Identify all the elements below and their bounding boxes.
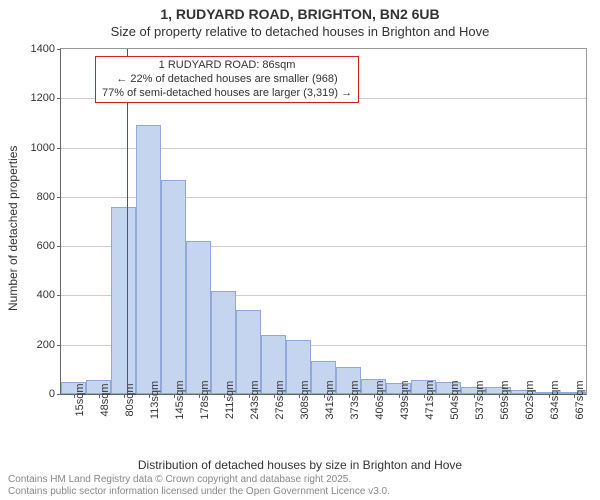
y-tick-mark xyxy=(57,295,61,296)
x-tick-label: 634sqm xyxy=(549,380,561,419)
info-box-line: ← 22% of detached houses are smaller (96… xyxy=(102,73,352,87)
y-tick-mark xyxy=(57,345,61,346)
y-tick-label: 0 xyxy=(49,388,55,400)
chart-title: 1, RUDYARD ROAD, BRIGHTON, BN2 6UB xyxy=(0,6,600,22)
x-tick-label: 178sqm xyxy=(199,380,211,419)
y-tick-label: 1200 xyxy=(31,92,55,104)
y-tick-label: 600 xyxy=(37,240,55,252)
bar xyxy=(111,207,136,394)
y-tick-mark xyxy=(57,98,61,99)
footer-line: Contains public sector information licen… xyxy=(8,486,390,498)
x-tick-label: 439sqm xyxy=(399,380,411,419)
info-box-line: 77% of semi-detached houses are larger (… xyxy=(102,87,352,101)
x-tick-label: 145sqm xyxy=(174,380,186,419)
y-tick-label: 400 xyxy=(37,289,55,301)
x-tick-label: 48sqm xyxy=(99,383,111,416)
bar xyxy=(136,125,161,394)
x-tick-label: 667sqm xyxy=(574,380,586,419)
bar xyxy=(161,180,186,394)
info-box-line: 1 RUDYARD ROAD: 86sqm xyxy=(102,59,352,73)
x-tick-label: 308sqm xyxy=(299,380,311,419)
y-tick-label: 1000 xyxy=(31,142,55,154)
footer: Contains HM Land Registry data © Crown c… xyxy=(8,474,390,498)
x-tick-label: 569sqm xyxy=(499,380,511,419)
y-tick-mark xyxy=(57,49,61,50)
info-box: 1 RUDYARD ROAD: 86sqm← 22% of detached h… xyxy=(95,56,359,103)
y-tick-mark xyxy=(57,197,61,198)
y-tick-mark xyxy=(57,394,61,395)
x-tick-label: 211sqm xyxy=(224,381,236,419)
x-tick-label: 113sqm xyxy=(149,381,161,419)
y-tick-label: 1400 xyxy=(31,43,55,55)
y-tick-label: 200 xyxy=(37,339,55,351)
x-tick-label: 406sqm xyxy=(374,380,386,419)
y-tick-mark xyxy=(57,246,61,247)
chart-subtitle: Size of property relative to detached ho… xyxy=(0,24,600,39)
y-axis-label: Number of detached properties xyxy=(6,145,20,310)
bar xyxy=(211,291,236,395)
x-tick-label: 602sqm xyxy=(524,380,536,419)
x-tick-label: 373sqm xyxy=(349,380,361,419)
x-tick-label: 504sqm xyxy=(449,380,461,419)
x-tick-label: 341sqm xyxy=(324,380,336,419)
x-tick-label: 471sqm xyxy=(424,380,436,419)
bar xyxy=(186,241,211,394)
y-tick-mark xyxy=(57,148,61,149)
x-tick-label: 276sqm xyxy=(274,380,286,419)
x-tick-label: 15sqm xyxy=(74,383,86,416)
x-tick-label: 243sqm xyxy=(249,380,261,419)
y-tick-label: 800 xyxy=(37,191,55,203)
x-tick-label: 80sqm xyxy=(124,383,136,416)
x-tick-label: 537sqm xyxy=(474,380,486,419)
x-axis-label: Distribution of detached houses by size … xyxy=(0,458,600,472)
footer-line: Contains HM Land Registry data © Crown c… xyxy=(8,474,390,486)
